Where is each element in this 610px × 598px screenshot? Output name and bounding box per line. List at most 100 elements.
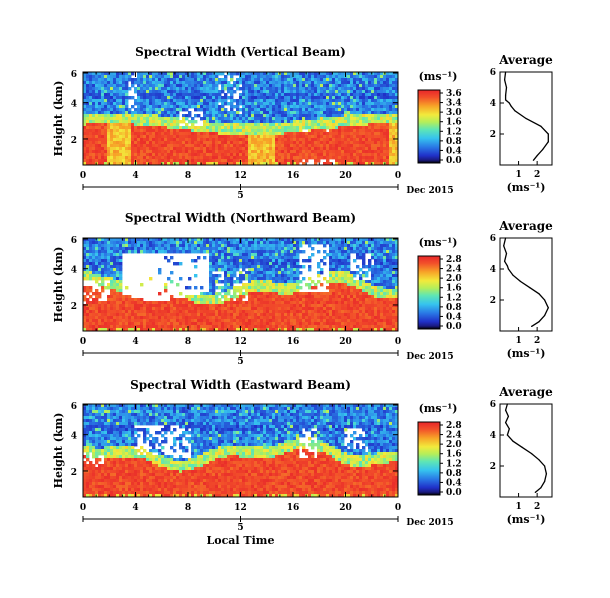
heatmap-cell xyxy=(170,322,174,326)
heatmap-cell xyxy=(242,84,246,88)
heatmap-cell xyxy=(113,162,117,166)
heatmap-cells xyxy=(83,72,399,166)
heatmap-cell xyxy=(311,117,315,121)
heatmap-cell xyxy=(83,138,87,142)
heatmap-cell xyxy=(281,256,285,260)
heatmap-cell xyxy=(203,247,207,251)
heatmap-cell xyxy=(386,90,390,94)
heatmap-cell xyxy=(107,274,111,278)
heatmap-cell xyxy=(287,111,291,115)
heatmap-cell xyxy=(317,123,321,127)
heatmap-cell xyxy=(182,310,186,314)
heatmap-cell xyxy=(377,159,381,163)
heatmap-cell xyxy=(110,87,114,91)
heatmap-cell xyxy=(263,289,267,293)
heatmap-cell xyxy=(107,87,111,91)
heatmap-cell xyxy=(395,90,399,94)
heatmap-cell xyxy=(233,147,237,151)
heatmap-cell xyxy=(149,310,153,314)
heatmap-cell xyxy=(356,75,360,79)
heatmap-cell xyxy=(386,81,390,85)
heatmap-cell xyxy=(305,138,309,142)
heatmap-cell xyxy=(101,99,105,103)
heatmap-cell xyxy=(137,310,141,314)
heatmap-cell xyxy=(392,138,396,142)
heatmap-cell xyxy=(206,138,210,142)
heatmap-cell xyxy=(338,123,342,127)
heatmap-cell xyxy=(371,96,375,100)
heatmap-cell xyxy=(296,138,300,142)
heatmap-cell xyxy=(347,87,351,91)
heatmap-cell xyxy=(284,102,288,106)
heatmap-cell xyxy=(338,90,342,94)
heatmap-cell xyxy=(140,105,144,109)
heatmap-cell xyxy=(344,93,348,97)
x-tick-label: 0 xyxy=(395,171,401,181)
heatmap-cell xyxy=(161,75,165,79)
heatmap-cell xyxy=(278,295,282,299)
heatmap-cell xyxy=(161,111,165,115)
heatmap-cell xyxy=(182,150,186,154)
heatmap-cell xyxy=(242,316,246,320)
heatmap-cell xyxy=(338,153,342,157)
heatmap-cell xyxy=(362,147,366,151)
heatmap-cell xyxy=(215,87,219,91)
heatmap-cell xyxy=(92,153,96,157)
heatmap-cell xyxy=(218,274,222,278)
heatmap-cell xyxy=(212,144,216,148)
heatmap-cell xyxy=(107,123,111,127)
heatmap-cell xyxy=(98,277,102,281)
heatmap-cell xyxy=(269,108,273,112)
heatmap-cell xyxy=(98,295,102,299)
heatmap-cell xyxy=(251,241,255,245)
heatmap-cell xyxy=(257,322,261,326)
heatmap-cell xyxy=(221,153,225,157)
heatmap-cell xyxy=(356,72,360,76)
heatmap-cell xyxy=(251,280,255,284)
heatmap-cell xyxy=(122,144,126,148)
heatmap-cell xyxy=(380,126,384,130)
heatmap-cell xyxy=(269,271,273,275)
heatmap-cell xyxy=(83,241,87,245)
heatmap-cell xyxy=(113,319,117,323)
heatmap-cell xyxy=(125,108,129,112)
heatmap-cell xyxy=(329,84,333,88)
heatmap-cell xyxy=(155,93,159,97)
heatmap-cell xyxy=(230,256,234,260)
heatmap-cell xyxy=(149,138,153,142)
heatmap-cell xyxy=(257,123,261,127)
heatmap-cell xyxy=(209,322,213,326)
heatmap-cell xyxy=(119,277,123,281)
heatmap-cell xyxy=(161,307,165,311)
heatmap-cell xyxy=(98,262,102,266)
heatmap-cell xyxy=(152,138,156,142)
heatmap-cell xyxy=(206,84,210,88)
heatmap-cell xyxy=(302,120,306,124)
heatmap-cell xyxy=(272,144,276,148)
heatmap-cell xyxy=(269,277,273,281)
heatmap-cell xyxy=(266,87,270,91)
heatmap-cell xyxy=(83,310,87,314)
heatmap-cell xyxy=(101,289,105,293)
heatmap-cell xyxy=(230,72,234,76)
heatmap-cell xyxy=(266,102,270,106)
heatmap-cell xyxy=(383,84,387,88)
heatmap-cell xyxy=(377,93,381,97)
heatmap-cell xyxy=(347,141,351,145)
heatmap-cell xyxy=(266,241,270,245)
heatmap-cell xyxy=(203,87,207,91)
heatmap-cell xyxy=(368,90,372,94)
heatmap-cell xyxy=(83,150,87,154)
heatmap-cell xyxy=(185,319,189,323)
heatmap-cell xyxy=(89,96,93,100)
heatmap-cell xyxy=(278,132,282,136)
heatmap-cell xyxy=(227,325,231,329)
heatmap-cell xyxy=(167,111,171,115)
heatmap-cell xyxy=(152,328,156,332)
heatmap-cell xyxy=(194,144,198,148)
heatmap-cell xyxy=(101,78,105,82)
heatmap-cell xyxy=(284,126,288,130)
heatmap-cell xyxy=(299,132,303,136)
heatmap-cell xyxy=(236,87,240,91)
heatmap-cell xyxy=(308,99,312,103)
